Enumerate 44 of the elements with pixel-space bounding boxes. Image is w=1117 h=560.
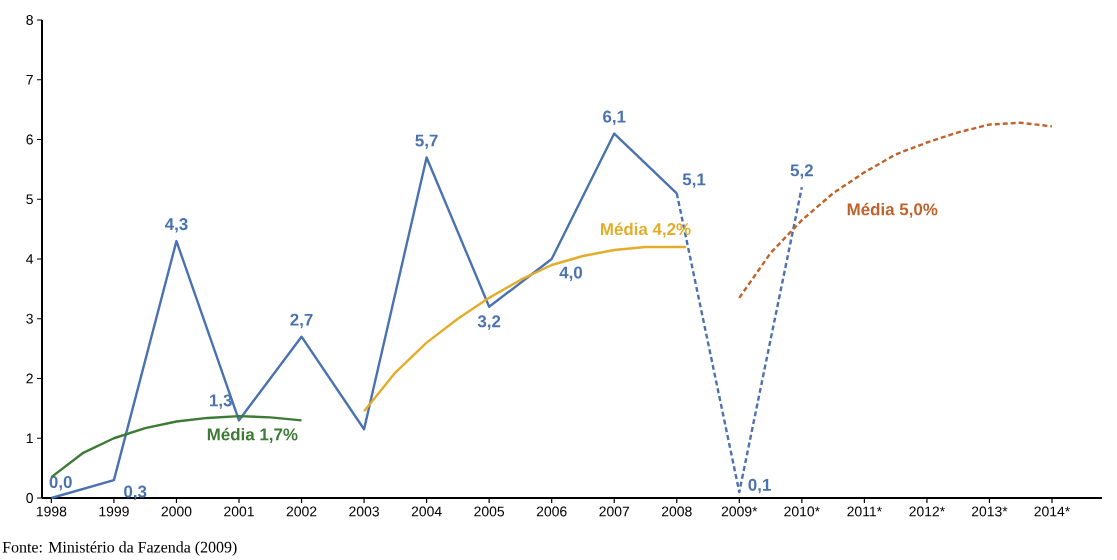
x-tick-label: 2008 <box>661 506 692 517</box>
line-series <box>362 245 688 413</box>
data-label: 2,7 <box>290 313 313 329</box>
source-note: Fonte: Ministério da Fazenda (2009) <box>2 541 237 556</box>
x-tick-label: 2000 <box>161 506 192 517</box>
data-label: 6,1 <box>603 110 626 126</box>
series-label: Média 4,2% <box>600 222 691 238</box>
x-tick-label: 2001 <box>224 506 254 517</box>
x-tick-label: 2006 <box>536 506 567 517</box>
data-label: 3,2 <box>477 315 501 330</box>
data-label: 4,0 <box>559 266 583 281</box>
data-label: 0,0 <box>49 476 72 491</box>
series-label: Média 5,0% <box>847 202 938 218</box>
x-tick-label: 2014* <box>1034 506 1070 517</box>
y-tick-label: 3 <box>26 313 33 324</box>
y-tick-label: 8 <box>26 15 33 25</box>
x-tick-label: 1998 <box>36 506 67 517</box>
x-tick-label: 2003 <box>349 506 379 517</box>
data-label: 5,2 <box>790 164 813 179</box>
series-label: Média 1,7% <box>207 427 298 443</box>
y-tick-label: 4 <box>26 254 34 264</box>
x-tick-label: 2011* <box>847 506 882 517</box>
x-tick-label: 2012* <box>909 506 945 517</box>
x-tick-label: 2010* <box>784 506 820 517</box>
data-label: 4,3 <box>164 218 188 233</box>
x-tick-label: 2013* <box>971 506 1008 517</box>
y-tick-label: 6 <box>26 134 33 145</box>
line-series <box>738 121 1054 300</box>
y-tick-label: 2 <box>26 373 33 384</box>
x-tick-label: 2007 <box>599 506 630 517</box>
data-label: 0,1 <box>748 478 771 494</box>
x-tick-label: 1999 <box>99 506 129 517</box>
x-tick-label: 2005 <box>474 506 505 517</box>
y-tick-label: 5 <box>26 194 33 205</box>
data-label: 5,7 <box>415 134 438 149</box>
data-label: 5,1 <box>682 173 706 188</box>
data-label: 1,3 <box>210 394 232 409</box>
x-tick-label: 2002 <box>286 506 317 517</box>
y-tick-label: 7 <box>26 74 33 85</box>
y-tick-label: 1 <box>26 433 33 444</box>
x-tick-label: 2009* <box>721 506 758 517</box>
data-label: 0,3 <box>124 485 147 501</box>
y-tick-label: 0 <box>26 493 33 503</box>
x-tick-label: 2004 <box>411 506 442 517</box>
